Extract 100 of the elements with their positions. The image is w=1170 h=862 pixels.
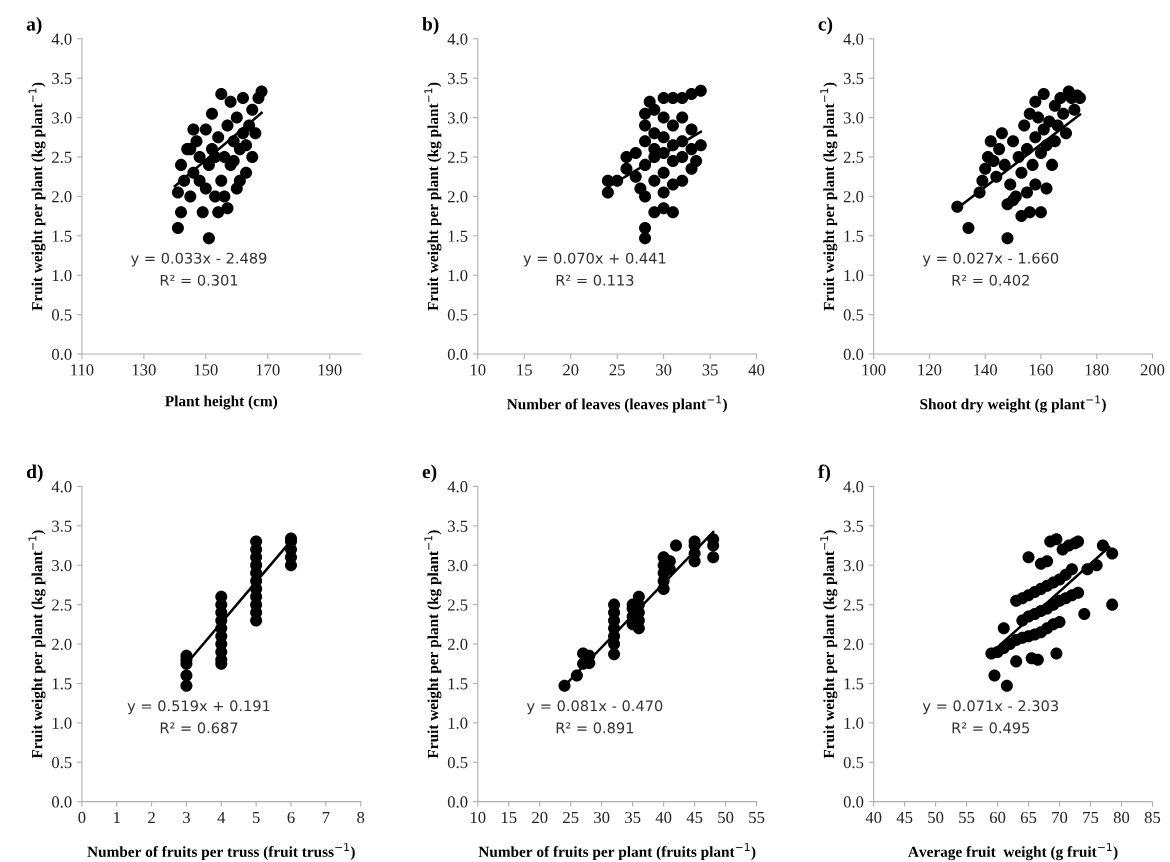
x-tick-label: 150 (194, 364, 218, 376)
x-tick-label: 3 (183, 811, 190, 824)
y-tick-label: 1.5 (52, 230, 72, 242)
y-tick-label: 2.0 (843, 638, 864, 651)
y-axis-title: Fruit weight per plant (kg plant$^{−1}$) (28, 530, 46, 759)
y-tick-label: 1.5 (448, 230, 468, 242)
y-tick-label: 1.0 (52, 269, 72, 282)
annotation: y = 0.070x + 0.441 (523, 252, 666, 267)
y-tick-label: 0.0 (843, 796, 864, 808)
y-tick-label: 2.0 (52, 191, 72, 203)
y-tick-label: 2.5 (52, 599, 72, 611)
x-tick-label: 25 (609, 364, 625, 376)
y-tick-label: 4.0 (843, 33, 864, 45)
x-tick-label: 20 (532, 811, 548, 824)
x-tick-label: 160 (1029, 364, 1053, 376)
y-tick-label: 3.5 (52, 72, 72, 85)
x-tick-label: 4 (217, 811, 226, 823)
annotation: y = 0.081x - 0.470 (526, 700, 663, 715)
x-tick-label: 7 (322, 812, 330, 823)
annotation: R² = 0.301 (160, 274, 238, 286)
x-tick-label: 200 (1140, 364, 1165, 376)
y-tick-label: 3.0 (843, 112, 864, 124)
x-tick-label: 40 (655, 811, 672, 824)
y-tick-label: 4.0 (51, 481, 72, 493)
y-tick-label: 0.0 (51, 796, 72, 808)
y-tick-label: 3.5 (448, 520, 468, 532)
x-tick-label: 45 (896, 811, 913, 824)
chart-title: a) (26, 16, 42, 35)
x-tick-label: 10 (470, 364, 486, 376)
x-tick-label: 80 (1113, 811, 1130, 824)
y-tick-label: 3.0 (52, 112, 72, 124)
x-tick-label: 100 (862, 364, 886, 376)
annotation: y = 0.519x + 0.191 (127, 700, 270, 715)
x-tick-label: 5 (252, 812, 260, 824)
y-tick-label: 3.5 (52, 520, 72, 532)
y-tick-label: 1.0 (448, 269, 468, 282)
y-tick-label: 4.0 (447, 481, 468, 493)
x-tick-label: 8 (357, 811, 365, 824)
x-tick-label: 110 (71, 364, 94, 376)
y-tick-label: 3.5 (843, 72, 864, 85)
x-tick-label: 1 (114, 811, 120, 823)
annotation: R² = 0.495 (952, 722, 1030, 734)
y-tick-label: 0.0 (843, 348, 864, 361)
x-axis-title: Number of leaves (leaves plant$^{−1}$) (507, 395, 727, 413)
chart-title: c) (818, 16, 833, 35)
y-tick-label: 2.5 (843, 599, 864, 611)
y-tick-label: 2.5 (447, 151, 468, 164)
chart-title: e) (422, 464, 437, 483)
x-tick-label: 50 (928, 811, 944, 824)
y-tick-label: 3.0 (448, 112, 468, 124)
chart-title: d) (26, 464, 43, 483)
y-tick-label: 2.0 (843, 191, 864, 203)
y-tick-label: 2.5 (447, 599, 468, 611)
y-tick-label: 1.0 (52, 717, 72, 729)
x-tick-label: 70 (1052, 811, 1068, 824)
y-tick-label: 3.5 (843, 520, 864, 532)
x-tick-label: 140 (974, 364, 998, 376)
x-tick-label: 30 (656, 364, 672, 376)
y-tick-label: 2.5 (52, 151, 72, 164)
y-tick-label: 3.5 (448, 72, 468, 85)
x-axis-title: Number of fruits per truss (fruit truss$^{−1}$) (87, 843, 355, 861)
x-tick-label: 2 (148, 811, 155, 823)
y-tick-label: 0.0 (447, 348, 468, 361)
y-tick-label: 4.0 (843, 481, 864, 493)
x-tick-label: 20 (563, 364, 579, 376)
y-tick-label: 1.5 (844, 230, 864, 242)
y-axis-title: Fruit weight per plant (kg plant$^{−1}$) (424, 530, 442, 759)
x-tick-label: 15 (517, 364, 532, 376)
x-tick-label: 190 (318, 364, 342, 376)
y-tick-label: 3.0 (448, 559, 468, 572)
annotation: y = 0.071x - 2.303 (922, 700, 1058, 715)
x-axis-title: Plant height (cm) (165, 395, 278, 410)
x-axis-title: Shoot dry weight (g plant$^{−1}$) (920, 395, 1106, 413)
annotation: y = 0.033x - 2.489 (131, 252, 267, 267)
y-tick-label: 1.5 (448, 678, 468, 690)
x-tick-label: 65 (1020, 811, 1037, 824)
y-axis-title: Fruit weight per plant (kg plant$^{−1}$) (820, 530, 838, 759)
chart-title: b) (422, 16, 439, 35)
y-tick-label: 1.0 (448, 717, 468, 729)
x-tick-label: 45 (686, 811, 703, 824)
x-tick-label: 120 (918, 364, 942, 376)
x-axis-title: Average fruit weight (g fruit$^{−1}$) (908, 843, 1118, 861)
y-tick-label: 2.5 (843, 151, 864, 164)
annotation: R² = 0.402 (952, 274, 1029, 286)
x-axis-title: Number of fruits per plant (fruits plant$^{−1}$) (478, 843, 756, 861)
y-tick-label: 2.0 (447, 638, 468, 651)
y-tick-label: 0.5 (51, 309, 72, 321)
y-tick-label: 0.0 (447, 796, 468, 808)
y-tick-label: 2.0 (447, 191, 468, 203)
x-tick-label: 15 (501, 811, 517, 824)
x-tick-label: 35 (702, 364, 718, 376)
y-tick-label: 3.0 (52, 559, 72, 572)
y-axis-title: Fruit weight per plant (kg plant$^{−1}$) (820, 82, 838, 311)
y-tick-label: 2.0 (52, 638, 72, 651)
x-tick-label: 55 (959, 812, 975, 824)
x-tick-label: 170 (256, 364, 280, 376)
y-tick-label: 0.5 (447, 756, 468, 769)
annotation: y = 0.027x - 1.660 (922, 252, 1059, 267)
y-tick-label: 0.5 (843, 309, 864, 321)
y-tick-label: 1.0 (844, 269, 864, 282)
